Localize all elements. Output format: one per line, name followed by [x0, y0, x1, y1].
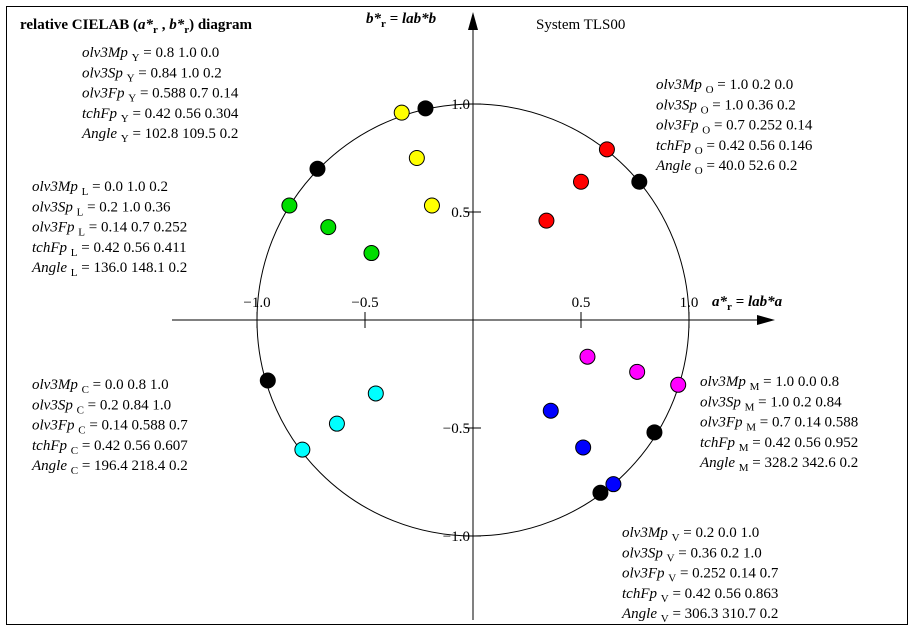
annotation-line-C: tchFp C = 0.42 0.56 0.607 [32, 438, 188, 457]
annotation-line-Y: olv3Fp Y = 0.588 0.7 0.14 [82, 86, 239, 105]
annotation-line-C: olv3Mp C = 0.0 0.8 1.0 [32, 377, 169, 396]
annotation-line-O: olv3Fp O = 0.7 0.252 0.14 [656, 118, 813, 137]
data-point-O [538, 212, 555, 229]
annotation-line-O: Angle O = 40.0 52.6 0.2 [655, 158, 797, 177]
annotation-line-Y: olv3Mp Y = 0.8 1.0 0.0 [82, 45, 219, 64]
system-label: System TLS00 [536, 17, 625, 33]
y-tick-label: −0.5 [443, 421, 470, 437]
data-point-C [328, 415, 345, 432]
data-point-Y [408, 150, 425, 166]
annotation-line-M: olv3Fp M = 0.7 0.14 0.588 [700, 415, 858, 434]
data-point-K [592, 484, 609, 501]
annotation-line-C: olv3Sp C = 0.2 0.84 1.0 [32, 397, 171, 416]
data-point-L [363, 245, 380, 262]
data-point-M [579, 348, 596, 365]
annotation-line-L: olv3Mp L = 0.0 1.0 0.2 [32, 179, 168, 198]
annotation-line-M: olv3Mp M = 1.0 0.0 0.8 [700, 374, 839, 393]
annotation-line-L: olv3Fp L = 0.14 0.7 0.252 [32, 220, 187, 239]
annotation-line-O: tchFp O = 0.42 0.56 0.146 [656, 138, 813, 157]
data-point-K [309, 160, 326, 177]
data-point-K [417, 100, 434, 117]
x-tick-label: −0.5 [351, 295, 378, 311]
annotation-line-L: olv3Sp L = 0.2 1.0 0.36 [32, 199, 171, 218]
data-point-L [281, 197, 298, 214]
y-axis-label: b*r = lab*b [366, 11, 437, 30]
annotation-line-Y: olv3Sp Y = 0.84 1.0 0.2 [82, 65, 222, 84]
data-point-V [542, 402, 559, 419]
data-point-V [575, 439, 592, 456]
x-tick-label: 1.0 [680, 295, 699, 311]
annotation-line-M: olv3Sp M = 1.0 0.2 0.84 [700, 394, 842, 413]
data-point-O [598, 141, 615, 158]
data-point-C [367, 385, 384, 402]
annotation-line-L: tchFp L = 0.42 0.56 0.411 [32, 240, 187, 259]
data-point-K [259, 372, 276, 389]
data-point-Y [423, 197, 440, 214]
annotation-line-L: Angle L = 136.0 148.1 0.2 [31, 260, 187, 279]
annotation-line-M: Angle M = 328.2 342.6 0.2 [699, 455, 858, 474]
annotation-line-V: olv3Sp V = 0.36 0.2 1.0 [622, 545, 762, 564]
y-tick-label: 1.0 [451, 97, 470, 113]
plot-frame [6, 6, 908, 625]
y-tick-label: −1.0 [443, 529, 470, 545]
annotation-line-V: tchFp V = 0.42 0.56 0.863 [622, 586, 778, 605]
x-axis-label: a*r = lab*a [712, 294, 783, 313]
data-point-V [605, 476, 622, 493]
data-point-K [646, 424, 663, 441]
x-tick-label: −1.0 [243, 295, 270, 311]
data-point-M [629, 363, 646, 380]
annotation-line-V: olv3Mp V = 0.2 0.0 1.0 [622, 525, 759, 544]
data-point-O [573, 173, 589, 190]
y-tick-label: 0.5 [451, 205, 470, 221]
x-axis-arrow [757, 315, 775, 325]
axis-ticks: −1.0 −0.5 0.5 1.0 1.0 0.5 −0.5 −1.0 [243, 97, 698, 545]
data-point-M [670, 376, 687, 393]
data-points [259, 100, 687, 501]
chart-title: relative CIELAB (a*r , b*r) diagram [20, 17, 252, 36]
annotation-line-V: olv3Fp V = 0.252 0.14 0.7 [622, 566, 779, 585]
annotation-line-O: olv3Mp O = 1.0 0.2 0.0 [656, 77, 793, 96]
x-tick-label: 0.5 [572, 295, 591, 311]
data-point-L [320, 219, 337, 236]
annotation-line-Y: Angle Y = 102.8 109.5 0.2 [81, 126, 238, 145]
annotation-line-C: olv3Fp C = 0.14 0.588 0.7 [32, 418, 188, 437]
data-point-K [631, 173, 648, 190]
y-axis-arrow [468, 12, 478, 30]
data-point-Y [393, 104, 410, 121]
annotation-line-Y: tchFp Y = 0.42 0.56 0.304 [82, 106, 239, 125]
data-point-C [294, 441, 311, 458]
annotation-line-C: Angle C = 196.4 218.4 0.2 [31, 458, 188, 477]
annotation-line-O: olv3Sp O = 1.0 0.36 0.2 [656, 97, 796, 116]
annotation-line-M: tchFp M = 0.42 0.56 0.952 [700, 435, 858, 454]
annotation-line-V: Angle V = 306.3 310.7 0.2 [621, 606, 778, 625]
